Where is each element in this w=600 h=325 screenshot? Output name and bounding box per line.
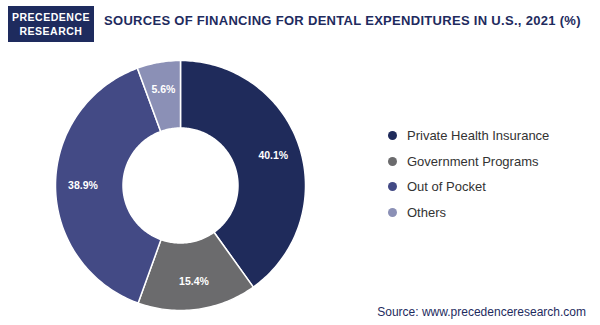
html-text:Others: Others [407, 204, 446, 220]
svg-text:15.4%: 15.4% [179, 275, 209, 287]
html-text:Government Programs: Government Programs [407, 153, 539, 169]
svg-text:38.9%: 38.9% [68, 179, 98, 191]
html-text:PRECEDENCE: PRECEDENCE [12, 11, 90, 23]
html-text:RESEARCH: RESEARCH [19, 25, 83, 37]
html-text:Out of Pocket: Out of Pocket [407, 179, 486, 195]
html-text:Private Health Insurance: Private Health Insurance [407, 128, 550, 144]
html-text:Source: www.precedenceresearch: Source: www.precedenceresearch.com [377, 305, 586, 319]
svg-text:40.1%: 40.1% [258, 149, 288, 161]
svg-text:5.6%: 5.6% [151, 83, 176, 95]
html-text:SOURCES OF FINANCING FOR DENTA: SOURCES OF FINANCING FOR DENTAL EXPENDIT… [104, 13, 581, 28]
